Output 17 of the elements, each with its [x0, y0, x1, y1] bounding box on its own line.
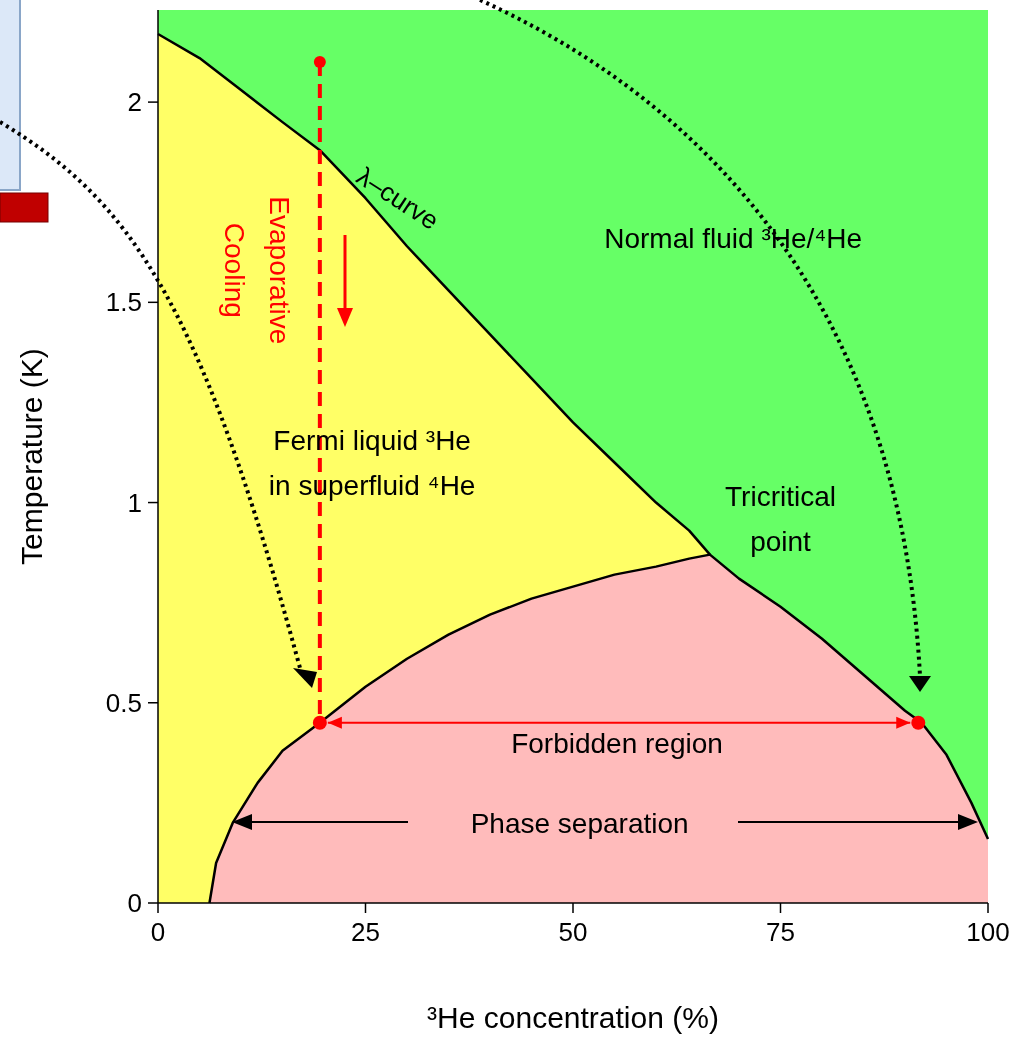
y-axis-title: Temperature (K) [15, 348, 48, 565]
annotation: Tricritical point [725, 480, 836, 557]
x-axis-title: ³He concentration (%) [427, 1001, 719, 1034]
annotation: Evaporative Cooling [219, 196, 296, 345]
y-tick-label: 0.5 [105, 687, 142, 718]
annotation: Forbidden region [511, 727, 723, 759]
y-tick-label: 0 [127, 888, 142, 918]
x-tick-label: 100 [966, 917, 1010, 947]
y-tick-label: 2 [127, 87, 142, 118]
x-tick-label: 75 [766, 917, 795, 947]
x-tick-label: 0 [150, 917, 166, 947]
annotation: Phase separation [470, 807, 689, 839]
y-tick-label: 1.5 [105, 287, 142, 318]
x-tick-label: 50 [558, 917, 588, 947]
annotation: Normal fluid ³He/⁴He [604, 222, 863, 254]
x-tick-label: 25 [351, 917, 380, 947]
y-tick-label: 1 [127, 487, 142, 518]
